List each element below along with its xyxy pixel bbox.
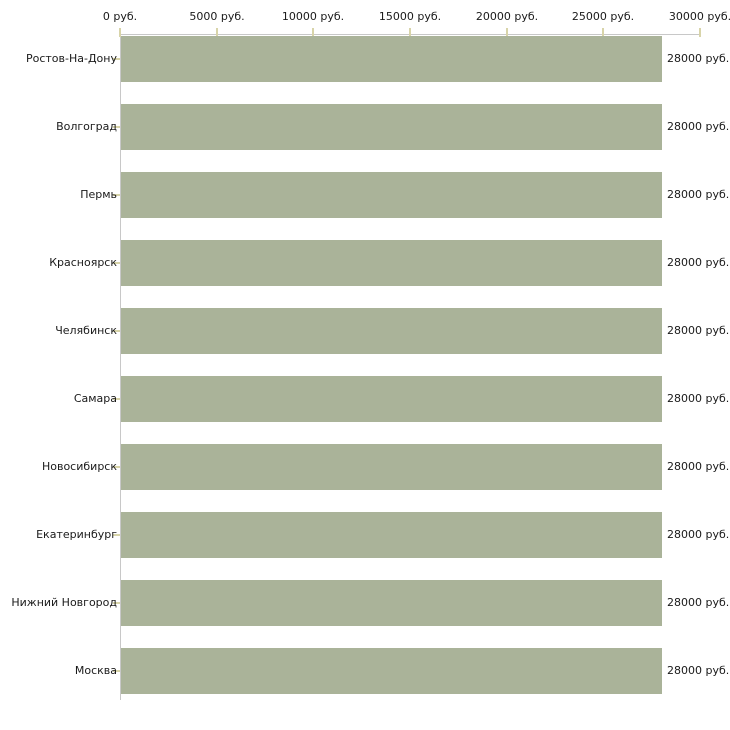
bar-value-label: 28000 руб. — [667, 528, 730, 541]
x-axis-tick-label: 5000 руб. — [189, 10, 245, 23]
bar[interactable] — [121, 308, 662, 354]
category-label: Екатеринбург — [36, 528, 117, 541]
bar-value-label: 28000 руб. — [667, 596, 730, 609]
bar[interactable] — [121, 172, 662, 218]
bar[interactable] — [121, 444, 662, 490]
bar[interactable] — [121, 580, 662, 626]
category-tick — [113, 330, 120, 332]
category-label: Москва — [74, 664, 117, 677]
x-axis-tick-label: 30000 руб. — [668, 10, 730, 23]
category-label: Пермь — [80, 188, 117, 201]
category-tick — [113, 194, 120, 196]
y-axis-line — [120, 34, 121, 700]
category-tick — [113, 58, 120, 60]
bar[interactable] — [121, 648, 662, 694]
bar[interactable] — [121, 104, 662, 150]
x-axis-tick-label: 15000 руб. — [378, 10, 442, 23]
category-label: Новосибирск — [41, 460, 117, 473]
bar-value-label: 28000 руб. — [667, 256, 730, 269]
category-tick — [113, 398, 120, 400]
x-axis-tick-label: 10000 руб. — [281, 10, 345, 23]
x-axis-tick — [409, 28, 411, 37]
category-tick — [113, 262, 120, 264]
category-tick — [113, 466, 120, 468]
x-axis-tick — [699, 28, 701, 37]
x-axis-tick — [312, 28, 314, 37]
category-tick — [113, 126, 120, 128]
x-axis-tick — [216, 28, 218, 37]
category-label: Красноярск — [49, 256, 117, 269]
bar[interactable] — [121, 512, 662, 558]
category-tick — [113, 534, 120, 536]
x-axis-tick — [119, 28, 121, 37]
bar-value-label: 28000 руб. — [667, 52, 730, 65]
bar-value-label: 28000 руб. — [667, 664, 730, 677]
category-label: Ростов-На-Дону — [25, 52, 117, 65]
bar-value-label: 28000 руб. — [667, 324, 730, 337]
category-tick — [113, 602, 120, 604]
category-label: Челябинск — [55, 324, 117, 337]
bar[interactable] — [121, 376, 662, 422]
bar-value-label: 28000 руб. — [667, 460, 730, 473]
category-tick — [113, 670, 120, 672]
x-axis-tick — [602, 28, 604, 37]
category-label: Волгоград — [56, 120, 117, 133]
x-axis-tick-label: 0 руб. — [102, 10, 138, 23]
category-label: Самара — [73, 392, 117, 405]
x-axis-tick — [506, 28, 508, 37]
bar-value-label: 28000 руб. — [667, 392, 730, 405]
bar-value-label: 28000 руб. — [667, 120, 730, 133]
category-label: Нижний Новгород — [11, 596, 117, 609]
bar[interactable] — [121, 240, 662, 286]
bar[interactable] — [121, 36, 662, 82]
x-axis-tick-label: 25000 руб. — [571, 10, 635, 23]
bar-value-label: 28000 руб. — [667, 188, 730, 201]
x-axis-tick-label: 20000 руб. — [475, 10, 539, 23]
